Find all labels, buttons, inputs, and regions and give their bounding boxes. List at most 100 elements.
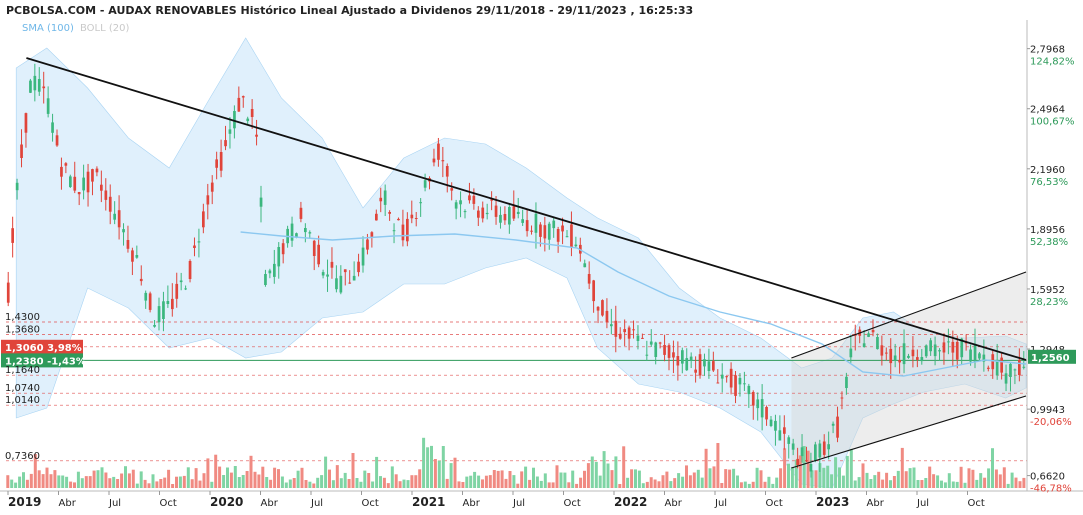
candle-body <box>499 214 502 223</box>
volume-bar <box>131 469 135 488</box>
price-candles <box>6 63 1026 478</box>
volume-bar <box>594 461 598 488</box>
candle-body <box>676 356 680 366</box>
candle-body <box>463 211 467 213</box>
volume-bar <box>567 482 571 488</box>
candle-body <box>969 349 972 362</box>
left-label: 1,4300 <box>5 312 40 323</box>
candle-body <box>592 280 595 302</box>
candle-body <box>419 202 422 204</box>
candle-body <box>654 342 658 357</box>
candle-body <box>508 207 511 225</box>
candle-body <box>144 292 148 301</box>
volume-bar <box>677 473 681 488</box>
candle-body <box>973 343 977 362</box>
volume-bar <box>645 481 649 488</box>
candle-body <box>649 341 653 345</box>
candle-body <box>46 98 50 114</box>
volume-bar <box>351 453 355 488</box>
volume-bar <box>135 483 139 488</box>
candle-body <box>698 354 702 376</box>
volume-bar <box>178 476 182 488</box>
volume-bar <box>390 466 394 488</box>
volume-bar <box>885 472 889 488</box>
x-tick-label: Jul <box>108 498 121 509</box>
volume-bar <box>708 468 712 488</box>
x-tick-label: Abr <box>59 498 77 509</box>
volume-bar <box>583 470 586 488</box>
candle-body <box>712 361 715 371</box>
candle-body <box>82 177 85 191</box>
y-tick-label: 2,7968 <box>1030 45 1065 56</box>
candle-body <box>375 213 378 221</box>
candle-body <box>663 345 666 355</box>
candle-body <box>477 210 480 218</box>
candle-body <box>179 280 183 283</box>
volume-bar <box>312 483 316 488</box>
volume-bar <box>229 472 233 488</box>
candle-body <box>942 342 946 353</box>
volume-bar <box>532 467 535 488</box>
candle-body <box>978 353 981 359</box>
candle-body <box>623 329 626 333</box>
candle-body <box>410 214 414 219</box>
volume-bar <box>720 483 724 488</box>
volume-bar <box>445 478 449 488</box>
volume-bar <box>869 479 873 488</box>
candle-body <box>556 229 560 242</box>
volume-bar <box>1006 483 1010 488</box>
candle-body <box>91 169 94 182</box>
candle-body <box>69 176 72 187</box>
volume-bar <box>967 468 971 488</box>
candle-body <box>148 293 152 310</box>
volume-bar <box>575 483 579 488</box>
candle-body <box>924 345 928 357</box>
candle-body <box>565 236 569 238</box>
volume-bar <box>940 480 943 488</box>
x-tick-label: Jul <box>310 498 323 509</box>
volume-bar <box>806 450 810 488</box>
candle-body <box>610 324 613 327</box>
candle-body <box>441 160 445 162</box>
volume-bar <box>69 481 73 488</box>
volume-bar <box>747 483 751 488</box>
candle-body <box>530 230 533 232</box>
volume-bar <box>834 457 838 488</box>
volume-bar <box>559 472 563 488</box>
candle-body <box>312 240 316 256</box>
candle-body <box>769 419 773 426</box>
volume-bar <box>441 446 445 488</box>
candle-body <box>672 352 675 358</box>
volume-bar <box>53 470 57 488</box>
candle-body <box>703 359 706 367</box>
candle-body <box>681 350 684 364</box>
candle-body <box>583 263 587 268</box>
candle-body <box>51 122 54 133</box>
volume-bar <box>504 478 508 488</box>
volume-bar <box>410 475 414 488</box>
candle-body <box>255 134 258 137</box>
candle-body <box>1018 359 1021 375</box>
candle-body <box>215 159 218 168</box>
candle-body <box>987 367 990 369</box>
volume-bar <box>233 466 237 488</box>
volume-bar <box>641 483 645 488</box>
candle-body <box>113 213 116 220</box>
volume-bar <box>127 473 131 488</box>
candle-body <box>995 359 999 376</box>
volume-bar <box>100 467 104 488</box>
volume-bar <box>143 479 147 488</box>
candle-body <box>1013 369 1017 371</box>
volume-bar <box>61 475 65 488</box>
volume-bar <box>171 484 175 488</box>
volume-bar <box>798 455 802 488</box>
volume-bar <box>120 473 124 488</box>
bollinger-bands <box>15 37 1027 489</box>
volume-bar <box>80 478 84 488</box>
volume-bar <box>147 483 151 488</box>
volume-bar <box>932 474 936 488</box>
volume-bar <box>724 469 728 488</box>
volume-bar <box>936 475 940 488</box>
